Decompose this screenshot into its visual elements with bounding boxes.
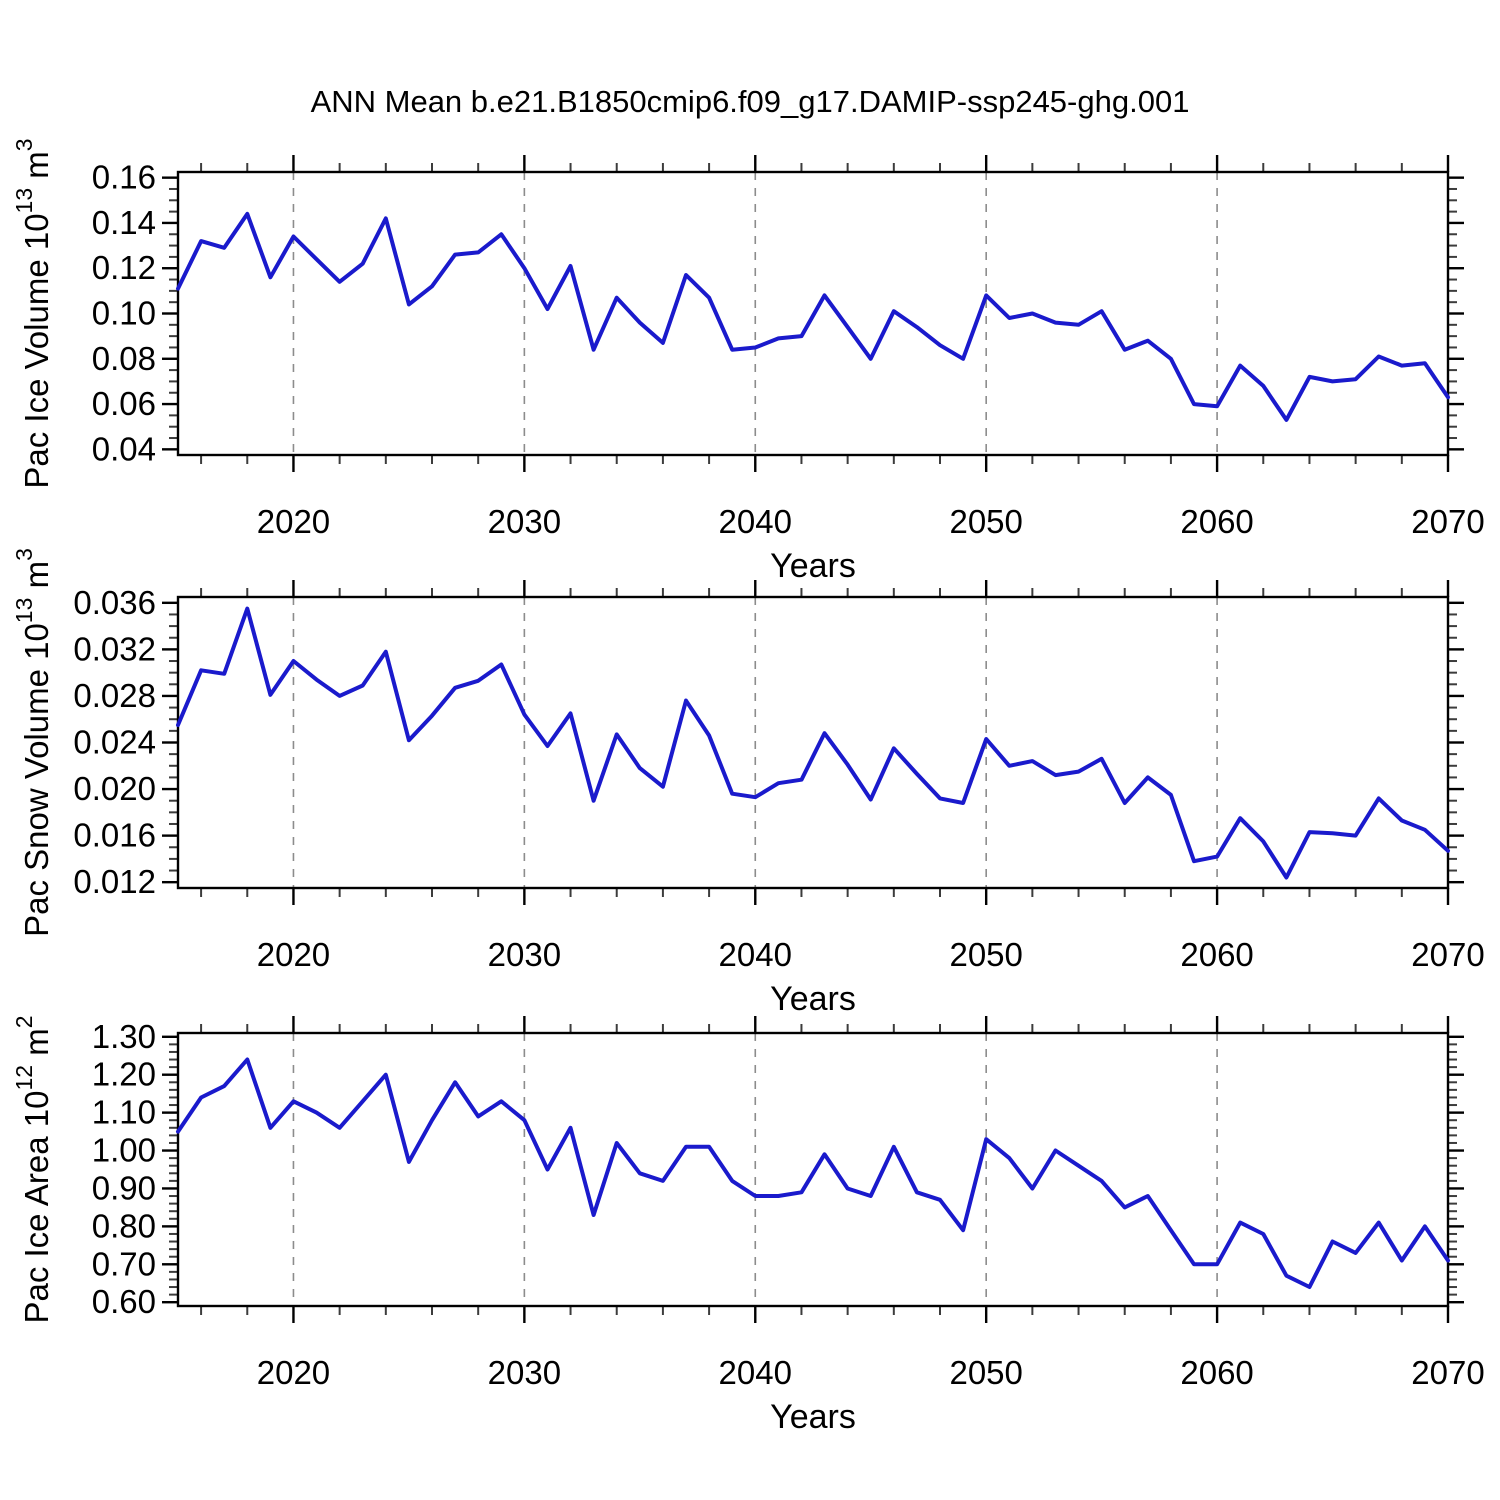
data-line [176,1057,1450,1289]
x-tick-label: 2020 [257,936,330,973]
y-tick-label: 0.06 [92,385,156,422]
y-tick-label: 0.10 [92,295,156,332]
y-tick-label: 0.70 [92,1245,156,1282]
y-tick-label: 0.020 [73,770,156,807]
y-axis-title: Pac Snow Volume 1013 m3 [11,548,55,937]
y-axis-title: Pac Ice Area 1012 m2 [11,1015,55,1323]
y-tick-label: 1.20 [92,1056,156,1093]
y-tick-label: 0.80 [92,1207,156,1244]
y-tick-label: 0.016 [73,817,156,854]
panel-pac-snow-volume: 2020 2030 2040 2050 2060 2070 0.012 0.016 0.020 0… [11,548,1485,1018]
plot-box [176,1031,1450,1308]
y-tick-label: 0.028 [73,677,156,714]
y-tick-label: 1.30 [92,1018,156,1055]
y-tick-label: 1.10 [92,1094,156,1131]
y-tick-label: 1.00 [92,1132,156,1169]
x-axis-title: Years [770,1398,856,1436]
y-tick-label: 0.08 [92,340,156,377]
x-axis-title: Years [770,980,856,1018]
y-tick-label: 0.024 [73,724,156,761]
y-tick-label: 0.036 [73,584,156,621]
plot-box [176,170,1450,457]
x-tick-label: 2030 [488,1354,561,1391]
x-tick-label: 2030 [488,503,561,540]
y-tick-label: 0.04 [92,430,156,467]
x-tick-label: 2050 [949,503,1022,540]
x-tick-label: 2040 [719,503,792,540]
x-tick-label: 2040 [719,936,792,973]
x-tick-label: 2060 [1180,936,1253,973]
x-tick-label: 2070 [1411,936,1484,973]
plot-box [176,595,1450,890]
x-tick-label: 2030 [488,936,561,973]
x-tick-label: 2040 [719,1354,792,1391]
x-axis-title: Years [770,547,856,585]
y-tick-label: 0.60 [92,1283,156,1320]
x-tick-label: 2050 [949,936,1022,973]
y-tick-label: 0.12 [92,249,156,286]
y-tick-label: 0.012 [73,863,156,900]
x-tick-label: 2070 [1411,1354,1484,1391]
x-tick-label: 2060 [1180,503,1253,540]
data-line [176,211,1450,422]
y-tick-label: 0.16 [92,159,156,196]
data-line [176,606,1450,880]
x-tick-label: 2070 [1411,503,1484,540]
y-axis-title: Pac Ice Volume 1013 m3 [11,138,55,488]
y-tick-label: 0.14 [92,204,156,241]
x-tick-label: 2020 [257,503,330,540]
y-tick-label: 0.90 [92,1169,156,1206]
x-tick-label: 2020 [257,1354,330,1391]
panel-pac-ice-volume: 2020 2030 2040 2050 2060 2070 0.04 0.06 0.08 0.10… [11,138,1485,585]
x-tick-label: 2060 [1180,1354,1253,1391]
panel-pac-ice-area: 2020 2030 2040 2050 2060 2070 0.600.700.800.90… [11,1015,1485,1436]
y-tick-label: 0.032 [73,630,156,667]
chart-title: ANN Mean b.e21.B1850cmip6.f09_g17.DAMIP-… [310,84,1190,119]
x-tick-label: 2050 [949,1354,1022,1391]
